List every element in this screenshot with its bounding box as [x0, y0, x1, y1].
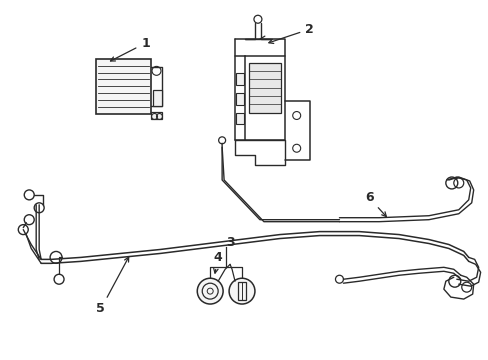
Bar [236, 113, 244, 125]
Text: 6: 6 [364, 192, 386, 217]
Text: 4: 4 [213, 251, 222, 273]
Bar [152, 90, 162, 105]
Bar [248, 63, 280, 113]
Bar [96, 59, 150, 113]
Bar [150, 112, 162, 120]
Circle shape [228, 278, 254, 304]
Bar [236, 93, 244, 105]
Text: 5: 5 [96, 257, 128, 315]
Bar [238, 282, 245, 300]
Bar [236, 73, 244, 85]
Text: 3: 3 [225, 236, 234, 249]
Circle shape [197, 278, 223, 304]
Text: 1: 1 [110, 37, 150, 61]
Text: 2: 2 [268, 23, 313, 44]
